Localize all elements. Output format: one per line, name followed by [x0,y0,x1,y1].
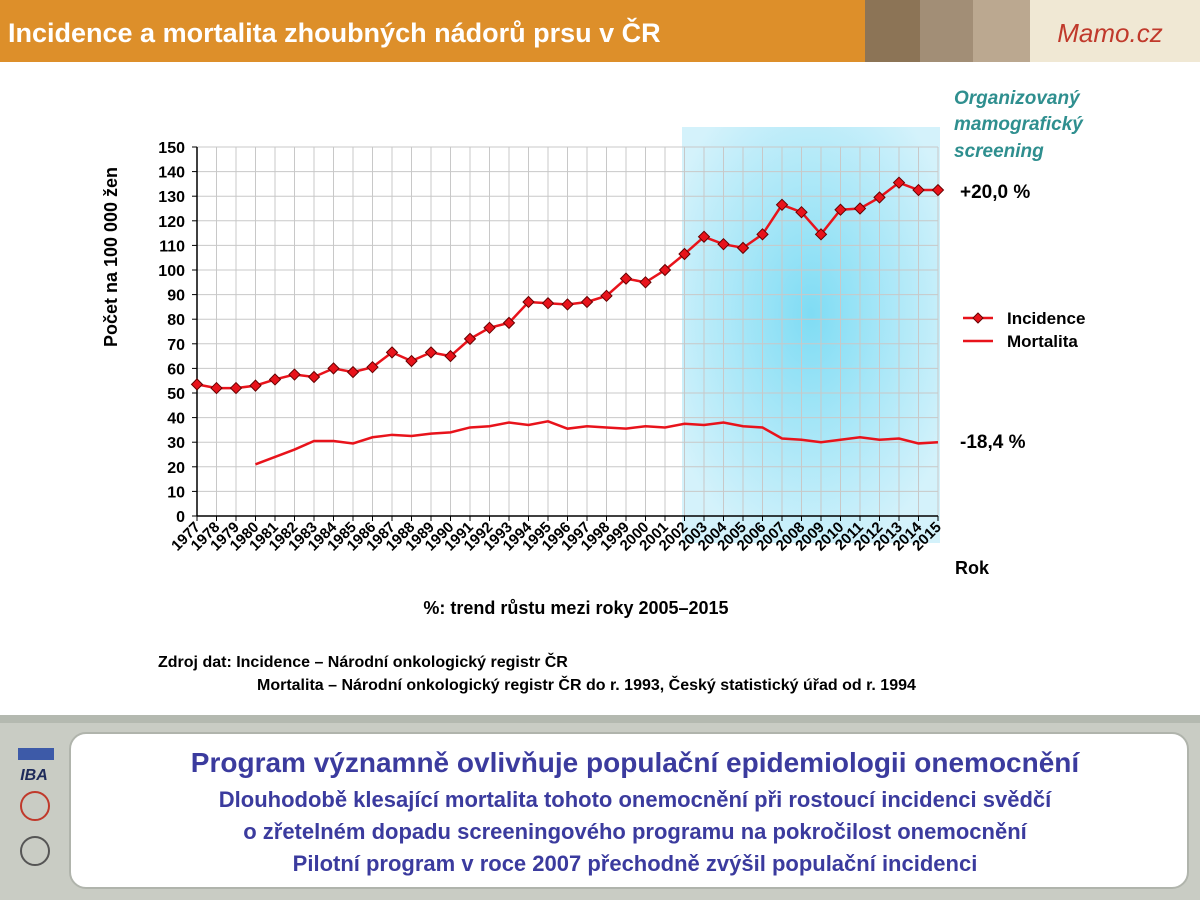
marker [502,316,516,330]
marker [444,349,457,363]
footer-edge [0,715,1200,723]
marker [931,183,945,197]
summary-heading: Program významně ovlivňuje populační epi… [191,747,1081,778]
header-bar [0,0,865,62]
marker [327,362,340,375]
marker [619,272,633,285]
marker [307,370,321,384]
marker [229,381,243,395]
logo: Mamo.cz [1057,18,1162,48]
source: Mortalita – Národní onkologický registr … [257,675,916,694]
y-tick-label: 140 [158,165,185,182]
logo-text: IBA [20,767,48,784]
marker [249,379,262,392]
marker [775,198,789,212]
source: Zdroj dat: Incidence – Národní onkologic… [158,652,568,671]
trend-note: %: trend růstu mezi roky 2005–2015 [423,598,728,618]
y-tick-label: 10 [167,484,185,501]
marker [190,378,204,391]
y-tick-label: 70 [167,337,185,354]
marker [210,381,223,395]
marker [463,332,477,346]
marker [561,298,574,311]
header-block [920,0,973,62]
marker [892,176,906,189]
x-axis-label: Rok [955,558,990,578]
marker [658,263,672,277]
marker [424,346,438,359]
marker [522,295,535,309]
marker [600,289,613,303]
trend-label: +20,0 % [960,182,1030,203]
annotation: mamografický [954,114,1084,135]
marker [697,230,711,243]
y-axis-label: Počet na 100 000 žen [101,167,121,347]
marker [639,276,652,289]
marker [717,237,730,251]
header-block [973,0,1030,62]
legend-label: Mortalita [1007,332,1078,351]
logo-icon [20,791,50,821]
marker [795,205,808,219]
marker [366,360,379,374]
marker [405,354,418,368]
screening-area [682,127,940,543]
y-tick-label: 60 [167,361,185,378]
series-line [255,419,939,466]
marker [814,228,828,241]
logo-icon [20,836,50,866]
summary-line: Dlouhodobě klesající mortalita tohoto on… [219,787,1052,812]
marker [385,346,399,359]
marker [912,183,925,197]
summary-box [69,732,1189,889]
marker [288,368,301,381]
header-block [1030,0,1200,62]
summary-line: o zřetelném dopadu screeningového progra… [243,819,1027,844]
y-tick-label: 150 [158,140,185,157]
marker [756,228,769,241]
marker [873,191,886,204]
annotation: screening [954,141,1044,162]
y-tick-label: 50 [167,386,185,403]
y-tick-label: 90 [167,288,185,305]
marker [736,241,750,255]
y-tick-label: 110 [159,238,185,255]
marker [580,295,594,309]
y-tick-label: 120 [158,214,185,231]
y-tick-label: 40 [167,411,185,428]
marker [346,365,360,379]
summary-line: Pilotní program v roce 2007 přechodně zv… [293,851,978,876]
annotation: Organizovaný [954,88,1081,109]
marker [678,247,691,261]
logo-icon [18,748,54,760]
marker [541,297,555,310]
y-tick-label: 100 [158,263,185,280]
y-tick-label: 30 [167,435,185,452]
y-tick-label: 130 [158,189,185,206]
marker [834,203,847,216]
title: Incidence a mortalita zhoubných nádorů p… [8,17,661,48]
header-block [865,0,920,62]
marker [483,321,496,335]
y-tick-label: 0 [176,509,185,526]
y-tick-label: 80 [167,312,185,329]
legend-label: Incidence [1007,309,1085,328]
marker [268,373,282,386]
y-tick-label: 20 [167,460,185,477]
marker [853,202,867,215]
legend-marker [972,312,984,324]
trend-label: -18,4 % [960,432,1026,453]
